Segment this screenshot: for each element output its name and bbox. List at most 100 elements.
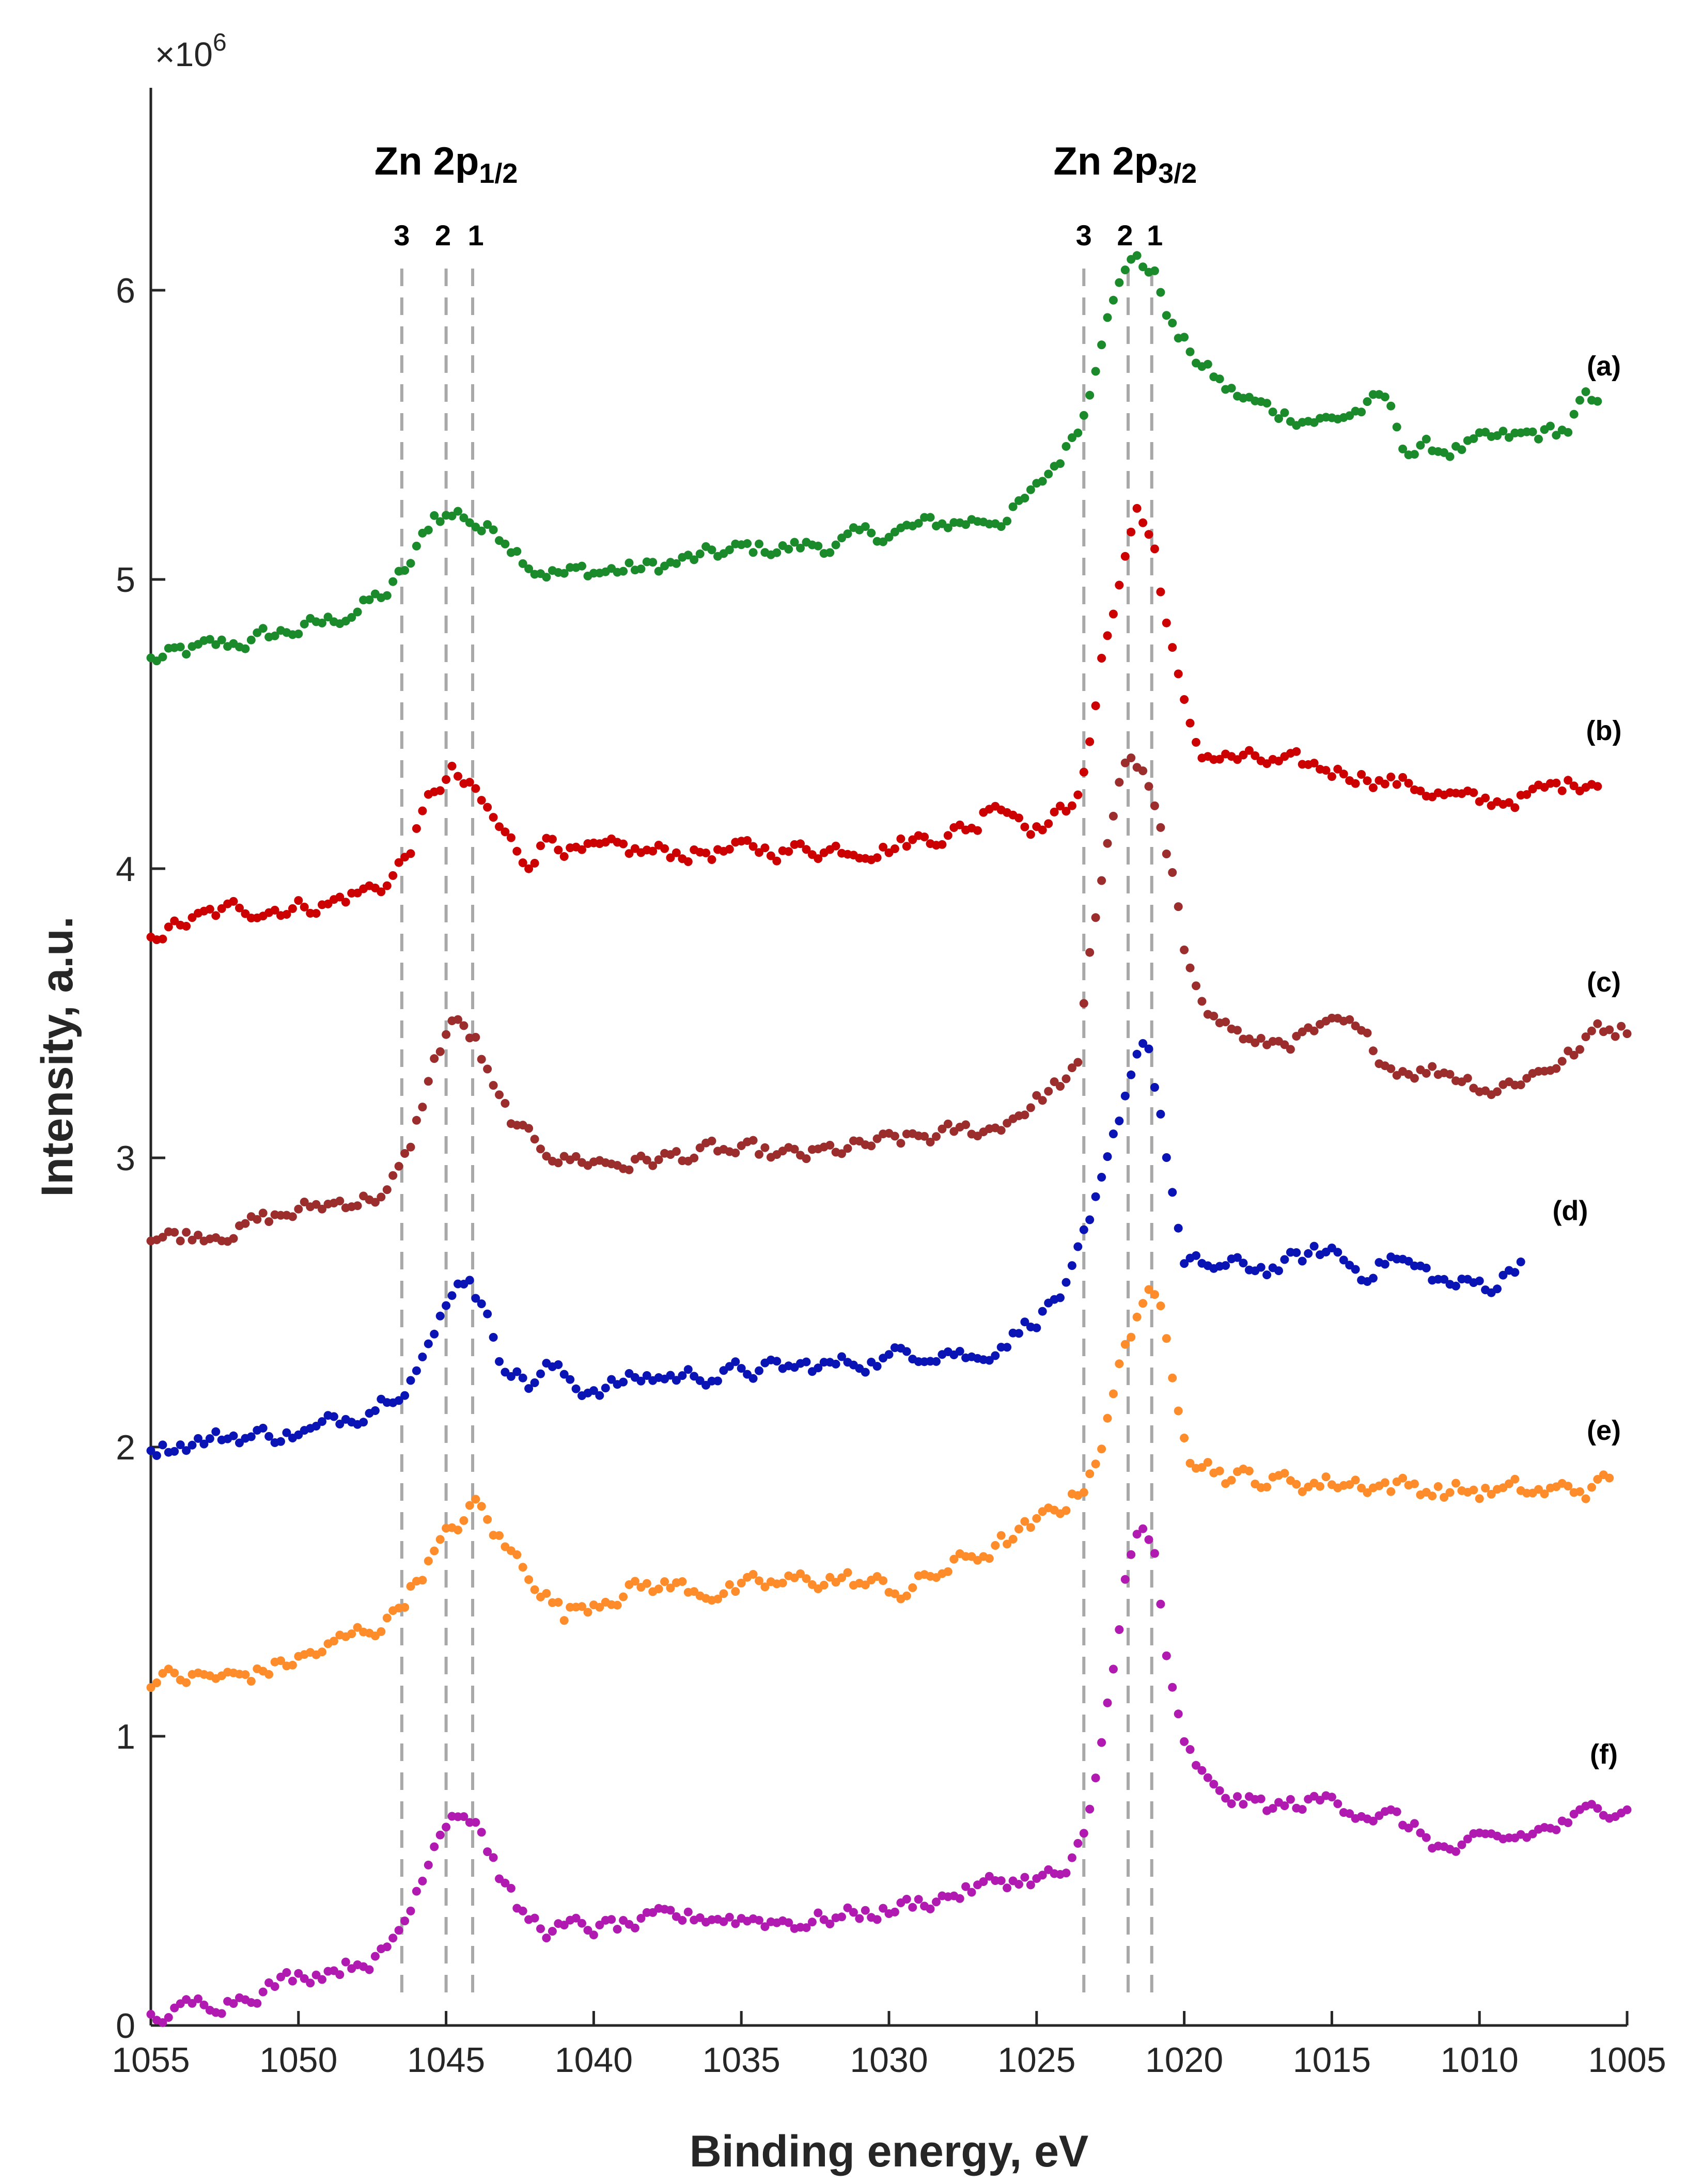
data-point (973, 826, 982, 835)
data-point (943, 523, 953, 532)
data-point (1416, 441, 1425, 450)
data-point (879, 842, 888, 852)
data-point (1622, 1029, 1632, 1039)
data-point (430, 1842, 439, 1851)
data-point (542, 1934, 551, 1943)
data-point (872, 1134, 882, 1143)
data-point (518, 858, 527, 868)
data-point (1227, 384, 1236, 393)
data-point (454, 1526, 462, 1535)
data-point (601, 1384, 610, 1393)
data-point (400, 1391, 410, 1400)
data-point (1333, 764, 1342, 774)
data-point (1564, 1818, 1573, 1827)
data-point (695, 1143, 705, 1153)
data-point (1274, 414, 1283, 423)
data-point (264, 1670, 274, 1679)
x-tick-label: 1045 (407, 2040, 485, 2080)
data-point (483, 520, 492, 529)
data-point (1605, 1473, 1614, 1483)
data-point (636, 1914, 646, 1923)
data-point (1120, 758, 1130, 767)
x-tick-label: 1005 (1588, 2040, 1666, 2080)
data-point (1020, 822, 1029, 831)
data-point (1363, 776, 1372, 785)
data-point (1280, 1040, 1289, 1049)
data-point (996, 1126, 1006, 1135)
data-point (1132, 504, 1142, 513)
data-point (311, 909, 321, 918)
data-point (1003, 1883, 1012, 1893)
data-point (1469, 1485, 1478, 1495)
data-point (1268, 1804, 1277, 1813)
data-point (1316, 1796, 1324, 1805)
data-point (748, 548, 758, 557)
data-point (1410, 1074, 1419, 1083)
data-point (624, 1165, 634, 1174)
data-point (1451, 1479, 1460, 1488)
data-point (1351, 1475, 1360, 1485)
data-point (1108, 811, 1118, 821)
data-point (530, 1378, 539, 1387)
data-point (182, 650, 191, 659)
data-point (807, 1918, 817, 1927)
data-point (400, 1603, 410, 1612)
data-point (1026, 830, 1035, 839)
data-point (288, 1212, 297, 1221)
data-point (1044, 469, 1053, 479)
data-point (1274, 1266, 1283, 1276)
data-point (477, 1055, 486, 1064)
data-point (571, 1384, 581, 1393)
data-point (755, 539, 763, 548)
data-point (524, 1384, 534, 1393)
data-point (748, 1374, 758, 1383)
data-point (814, 541, 823, 551)
data-point (1268, 407, 1277, 417)
data-point (1079, 1829, 1088, 1838)
data-point (755, 848, 763, 857)
data-point (1127, 753, 1136, 762)
data-point (814, 1363, 823, 1373)
data-point (755, 1915, 763, 1925)
data-point (914, 518, 923, 528)
data-point (1014, 1880, 1023, 1889)
data-point (353, 1201, 362, 1211)
data-point (991, 1541, 1000, 1550)
data-point (1097, 1444, 1106, 1454)
data-point (1215, 374, 1224, 384)
data-point (1132, 1049, 1142, 1059)
data-point (1103, 1698, 1112, 1707)
data-point (276, 1437, 285, 1446)
data-point (731, 1357, 740, 1366)
data-point (1286, 1045, 1295, 1054)
data-point (1209, 1012, 1219, 1020)
data-point (1073, 1058, 1083, 1067)
data-point (1108, 1664, 1118, 1674)
data-point (435, 1311, 445, 1321)
data-point (435, 517, 445, 526)
x-tick-label: 1015 (1293, 2040, 1371, 2080)
data-point (932, 1357, 941, 1366)
data-point (1581, 387, 1590, 396)
data-point (1091, 1459, 1100, 1469)
peak-titles: Zn 2p1/2 Zn 2p3/2 (374, 139, 1197, 189)
x-tick-label: 1010 (1441, 2040, 1519, 2080)
data-point (1280, 1469, 1289, 1478)
series-label: (f) (1590, 1739, 1618, 1770)
data-point (459, 1812, 469, 1821)
data-point (1138, 1299, 1148, 1308)
data-point (713, 1594, 722, 1604)
data-point (530, 1585, 539, 1594)
data-point (879, 537, 888, 546)
data-point (1327, 1793, 1336, 1802)
data-point (542, 1589, 551, 1598)
data-point (258, 1987, 268, 1997)
data-point (1280, 1801, 1289, 1811)
data-point (648, 558, 658, 567)
data-point (1593, 1019, 1602, 1028)
data-point (737, 1578, 746, 1588)
data-point (624, 558, 634, 568)
data-point (1440, 1492, 1449, 1502)
data-point (370, 1952, 380, 1961)
series-a (146, 251, 1602, 666)
